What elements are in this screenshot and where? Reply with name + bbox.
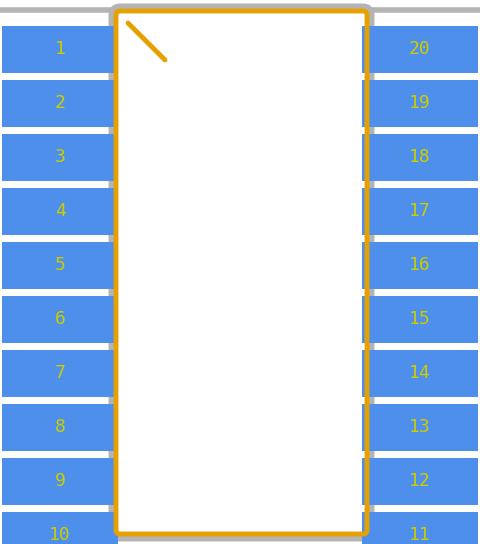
Text: 7: 7: [55, 364, 65, 382]
Bar: [362, 242, 478, 289]
Text: 4: 4: [55, 202, 65, 220]
Text: 20: 20: [409, 40, 431, 59]
Text: 11: 11: [409, 527, 431, 544]
Text: 12: 12: [409, 473, 431, 491]
Bar: [362, 350, 478, 397]
Bar: [2, 404, 118, 451]
FancyBboxPatch shape: [112, 7, 371, 538]
Text: 18: 18: [409, 149, 431, 166]
Bar: [362, 296, 478, 343]
Text: 8: 8: [55, 418, 65, 436]
Bar: [362, 188, 478, 235]
Bar: [362, 26, 478, 73]
Text: 16: 16: [409, 257, 431, 275]
Bar: [2, 80, 118, 127]
Bar: [362, 80, 478, 127]
Text: 5: 5: [55, 257, 65, 275]
Bar: [2, 188, 118, 235]
Text: 10: 10: [49, 527, 71, 544]
Bar: [2, 26, 118, 73]
Text: 3: 3: [55, 149, 65, 166]
Bar: [2, 350, 118, 397]
Text: 6: 6: [55, 311, 65, 329]
Text: 9: 9: [55, 473, 65, 491]
Text: 13: 13: [409, 418, 431, 436]
Text: 15: 15: [409, 311, 431, 329]
Text: 17: 17: [409, 202, 431, 220]
Text: 1: 1: [55, 40, 65, 59]
Bar: [2, 512, 118, 544]
Bar: [362, 512, 478, 544]
Bar: [2, 242, 118, 289]
Text: 19: 19: [409, 95, 431, 113]
Bar: [362, 134, 478, 181]
Bar: [2, 134, 118, 181]
Bar: [362, 458, 478, 505]
Bar: [2, 296, 118, 343]
Text: 14: 14: [409, 364, 431, 382]
Bar: [362, 404, 478, 451]
Bar: [2, 458, 118, 505]
Text: 2: 2: [55, 95, 65, 113]
